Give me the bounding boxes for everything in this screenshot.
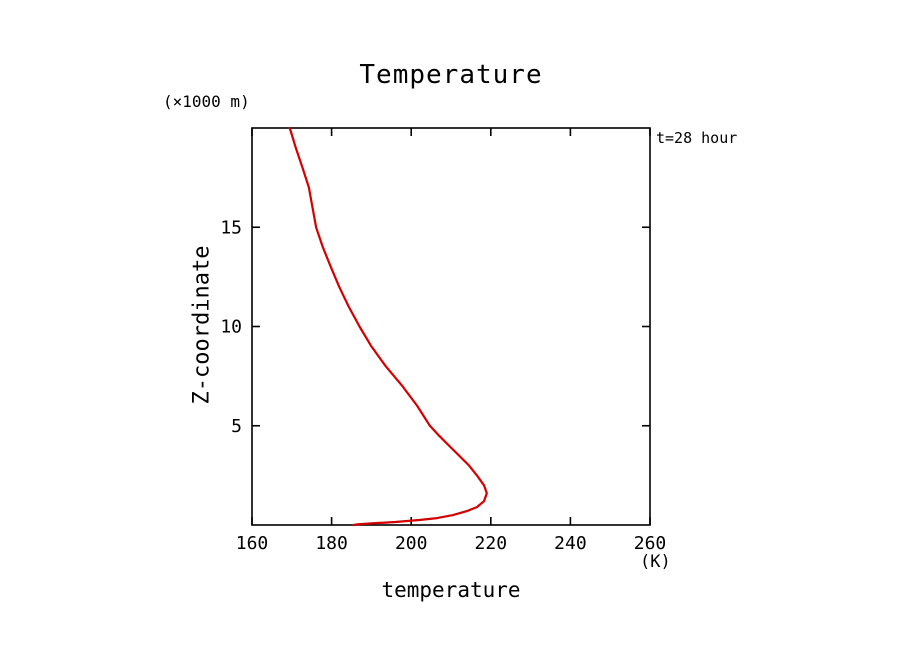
plot-box — [251, 127, 651, 526]
y-tick-label: 10 — [220, 317, 242, 338]
temperature-curve — [288, 126, 488, 527]
y-axis-unit-label: (×1000 m) — [163, 92, 250, 111]
x-axis-unit-label: (K) — [640, 552, 671, 572]
x-tick-label: 180 — [315, 533, 348, 554]
x-axis-title: temperature — [381, 578, 521, 602]
x-tick-label: 220 — [475, 533, 508, 554]
time-annotation: t=28 hour — [656, 129, 738, 147]
y-tick-label: 5 — [231, 416, 242, 437]
x-tick-label: 260 — [634, 533, 667, 554]
x-tick-label: 200 — [395, 533, 428, 554]
y-tick-label: 15 — [220, 217, 242, 238]
x-tick-label: 160 — [236, 533, 269, 554]
x-tick-label: 240 — [554, 533, 587, 554]
chart-title: Temperature — [359, 60, 543, 90]
